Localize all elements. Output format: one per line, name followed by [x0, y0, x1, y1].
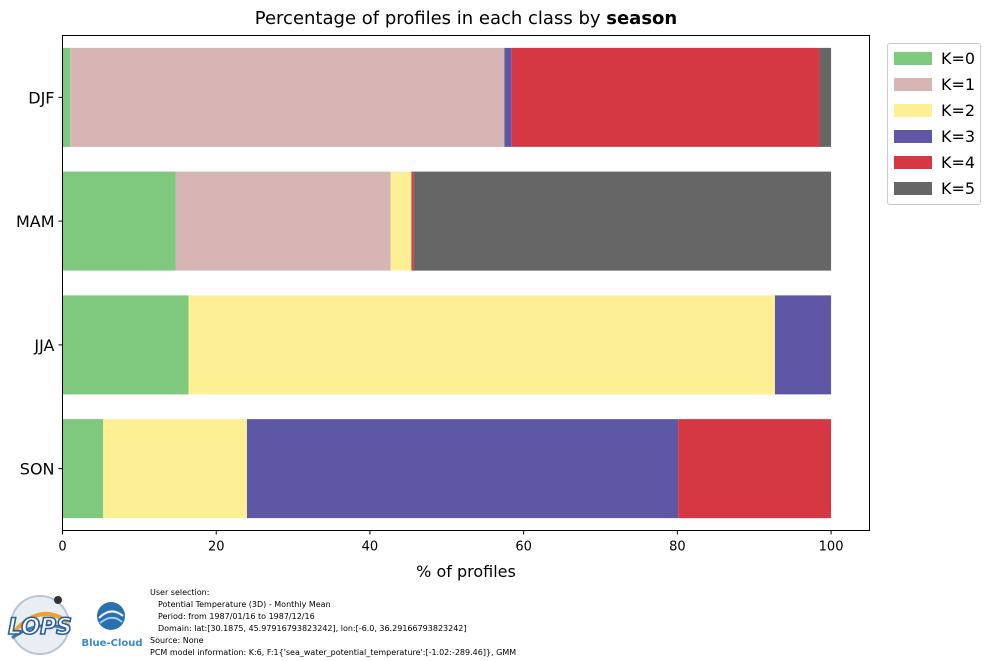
bars-layer [62, 47, 832, 519]
legend-label: K=0 [941, 48, 976, 68]
plot-frame [62, 35, 870, 531]
bar-mam-k0 [62, 171, 176, 271]
bar-mam-k5 [413, 171, 832, 271]
legend-swatch [894, 77, 932, 91]
x-tick-label: 80 [669, 540, 686, 555]
bar-son-k0 [62, 419, 104, 519]
legend-swatch [894, 51, 932, 65]
bar-jja-k2 [188, 295, 775, 395]
bar-djf-k4 [511, 47, 820, 147]
selection-info-header: User selection: [150, 588, 210, 597]
selection-info: User selection: Potential Temperature (3… [150, 587, 516, 659]
selection-info-domain: Domain: lat:[30.1875, 45.97916793823242]… [158, 624, 467, 633]
legend-label: K=2 [941, 100, 976, 120]
bar-djf-k3 [504, 47, 512, 147]
bar-son-k2 [103, 419, 247, 519]
legend-swatch [894, 155, 932, 169]
x-tick-label: 40 [362, 540, 379, 555]
svg-text:Blue-Cloud: Blue-Cloud [82, 638, 142, 649]
x-tick-label: 0 [58, 540, 66, 555]
legend-swatch [894, 103, 932, 117]
bluecloud-logo: Blue-Cloud [82, 602, 142, 649]
legend-label: K=1 [941, 74, 976, 94]
x-axis-label: % of profiles [416, 562, 516, 581]
x-axis: 0 20 40 60 80 100 [58, 530, 844, 555]
selection-info-period: Period: from 1987/01/16 to 1987/12/16 [158, 612, 315, 621]
selection-info-model: PCM model information: K:6, F:1{'sea_wat… [150, 648, 517, 657]
y-tick-label: JJA [33, 336, 54, 355]
bar-son-k4 [678, 419, 832, 519]
legend-label: K=3 [941, 126, 976, 146]
chart-title-prefix: Percentage of profiles in each class by [254, 8, 607, 29]
legend-item-k4: K=4 [894, 152, 975, 172]
svg-text:LOPS: LOPS [8, 615, 72, 640]
legend-item-k0: K=0 [894, 48, 975, 68]
bar-mam-k4 [411, 171, 414, 271]
chart-title-bold: season [606, 8, 678, 29]
selection-info-source: Source: None [150, 636, 204, 645]
bar-mam-k1 [175, 171, 391, 271]
bar-djf-k0 [62, 47, 71, 147]
bar-son-k3 [246, 419, 679, 519]
lops-logo: LOPS [7, 595, 73, 655]
legend-swatch [894, 129, 932, 143]
legend-item-k5: K=5 [894, 178, 975, 198]
chart-title: Percentage of profiles in each class by … [62, 8, 870, 29]
legend-label: K=4 [941, 152, 976, 172]
legend-swatch [894, 181, 932, 195]
legend-item-k3: K=3 [894, 126, 975, 146]
legend-item-k2: K=2 [894, 100, 975, 120]
bar-jja-k0 [62, 295, 189, 395]
legend-label: K=5 [941, 178, 976, 198]
bar-djf-k1 [70, 47, 505, 147]
legend-item-k1: K=1 [894, 74, 975, 94]
x-tick-label: 20 [208, 540, 225, 555]
selection-info-variable: Potential Temperature (3D) - Monthly Mea… [158, 600, 331, 609]
bar-djf-k5 [819, 47, 832, 147]
bar-jja-k3 [774, 295, 832, 395]
x-tick-label: 100 [819, 540, 844, 555]
y-tick-label: MAM [16, 212, 55, 231]
y-tick-label: SON [20, 460, 55, 479]
y-axis: DJF MAM JJA SON [16, 88, 63, 479]
x-tick-label: 60 [515, 540, 532, 555]
y-tick-label: DJF [28, 88, 54, 107]
bar-mam-k2 [390, 171, 412, 271]
legend: K=0 K=1 K=2 K=3 K=4 K=5 [887, 43, 981, 205]
